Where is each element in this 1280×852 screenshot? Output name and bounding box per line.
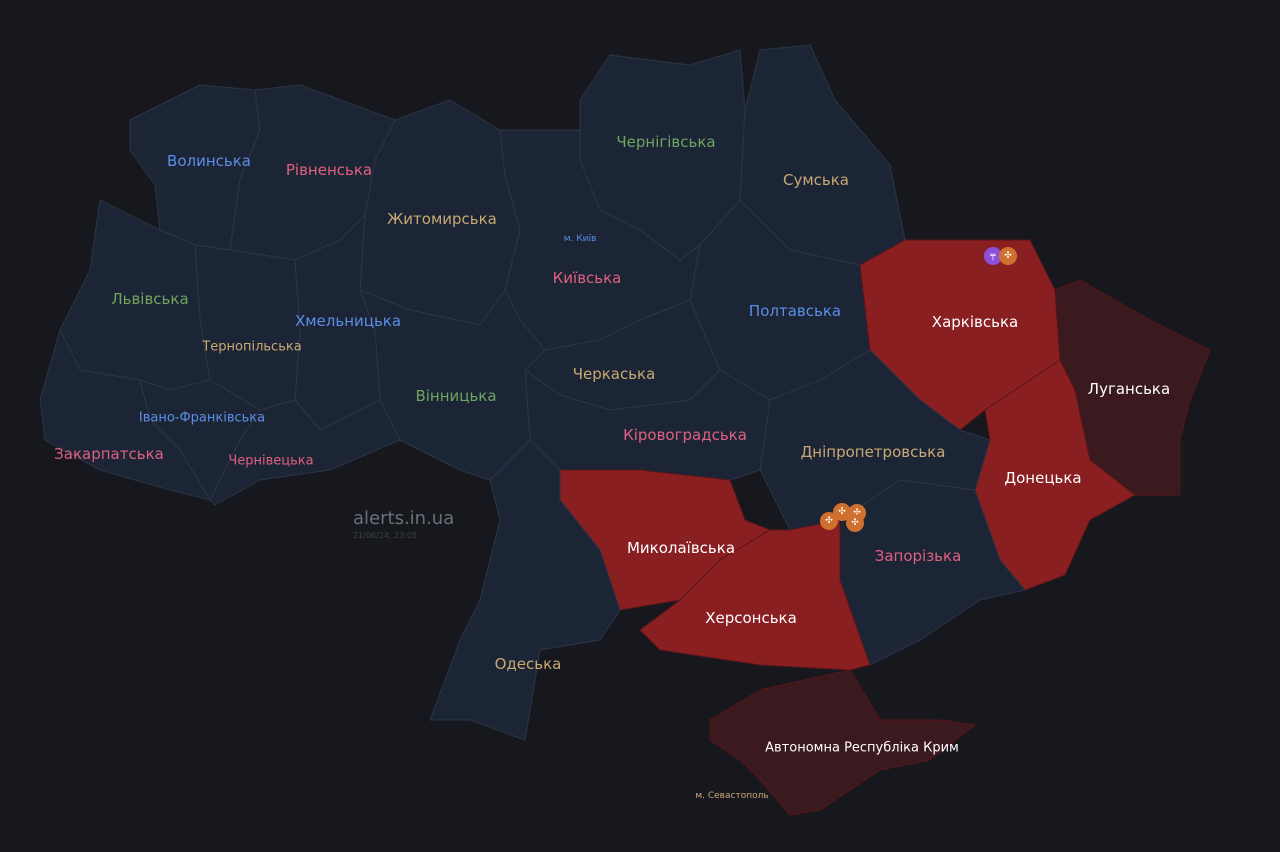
region-label-cherkasy: Черкаська [572,365,656,383]
region-label-kherson: Херсонська [705,609,797,627]
region-label-zhytomyr: Житомирська [387,210,497,228]
city-label-sevastopol: м. Севастополь [695,791,769,801]
region-label-donetsk: Донецька [1004,469,1082,487]
city-label-kyiv-city: м. Київ [563,234,597,244]
region-label-rivne: Рівненська [285,161,373,179]
region-label-volyn: Волинська [167,152,251,170]
region-label-zakarpattia: Закарпатська [54,445,164,463]
watermark-site[interactable]: alerts.in.ua [353,508,455,529]
region-crimea[interactable] [709,669,976,816]
region-label-lviv: Львівська [111,290,189,308]
region-label-chernihiv: Чернігівська [616,133,716,151]
rifle-icon[interactable]: ╤ [984,247,1002,265]
artillery-icon[interactable]: ✣ [833,503,851,521]
region-label-zaporizhzhia: Запорізька [874,547,962,565]
region-label-kyivska: Київська [552,269,622,287]
region-label-sumy: Сумська [782,171,850,189]
region-dnipro[interactable] [759,349,991,531]
region-label-vinnytsia: Вінницька [415,387,497,405]
region-label-odesa: Одеська [494,655,562,673]
region-label-chernivtsi: Чернівецька [228,453,314,469]
region-zakarpattia[interactable] [39,329,211,501]
region-odesa[interactable] [429,439,621,741]
region-label-kirovohrad: Кіровоградська [623,426,747,444]
region-label-kharkiv: Харківська [931,313,1019,331]
region-label-ternopil: Тернопільська [202,339,302,355]
region-label-crimea: Автономна Республіка Крим [765,740,959,756]
artillery-icon[interactable]: ✣ [846,514,864,532]
watermark-timestamp: 21/06/24, 23:05 [353,531,418,540]
region-label-ivano: Івано-Франківська [138,410,266,426]
region-label-mykolaiv: Миколаївська [626,539,736,557]
region-label-luhansk: Луганська [1087,380,1171,398]
region-label-dnipro: Дніпропетровська [800,443,946,461]
region-label-poltava: Полтавська [748,302,842,320]
region-chernivtsi[interactable] [209,399,401,506]
artillery-icon[interactable]: ✣ [999,247,1017,265]
region-label-khmelnytskyi: Хмельницька [294,312,402,330]
